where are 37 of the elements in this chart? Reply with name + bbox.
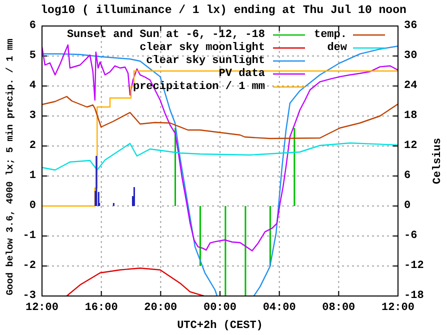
x-tick-label: 08:00 [322,302,356,314]
legend-label: clear sky sunlight [146,55,265,67]
y-tick-label: -1 [22,230,36,242]
y-tick-label: 2 [29,140,36,152]
legend-label: clear sky moonlight [140,42,265,54]
y-tick-label: -2 [22,260,36,272]
legend-label: Sunset and Sun at -6, -12, -18 [66,29,266,41]
x-tick-label: 00:00 [203,302,237,314]
x-tick-label: 12:00 [25,302,59,314]
y2-tick-label: 24 [404,80,418,92]
x-tick-label: 12:00 [381,302,415,314]
y-tick-label: -3 [22,290,36,302]
x-tick-label: 04:00 [262,302,296,314]
chart-title: log10 ( illuminance / 1 lx) ending at Thu Jul 10 noon [40,4,406,17]
legend-label: dew [327,42,348,54]
legend-label: PV data [218,68,266,80]
y2-tick-label: 18 [404,110,418,122]
y2-tick-label: -6 [404,230,418,242]
x-tick-label: 20:00 [144,302,178,314]
y2-axis-title: Celsius [432,138,444,184]
y2-tick-label: -18 [404,290,424,302]
y-tick-label: 3 [29,110,36,122]
x-axis-title: UTC+2h (CEST) [177,320,263,332]
y2-tick-label: 0 [404,200,411,212]
x-tick-label: 16:00 [84,302,118,314]
y-tick-label: 1 [29,170,36,182]
legend-label: temp. [314,29,347,41]
y-tick-label: 6 [29,20,36,32]
y-tick-label: 4 [29,80,36,92]
y2-tick-label: -12 [404,260,424,272]
y2-tick-label: 6 [404,170,411,182]
y-tick-label: 5 [29,50,36,62]
y-tick-label: 0 [29,200,36,212]
y2-tick-label: 36 [404,20,418,32]
y-axis-title: Good below 3.6, 4000 lx; 5 min precip. / 1 mm [4,38,16,296]
y2-tick-label: 12 [404,140,418,152]
y2-tick-label: 30 [404,50,418,62]
